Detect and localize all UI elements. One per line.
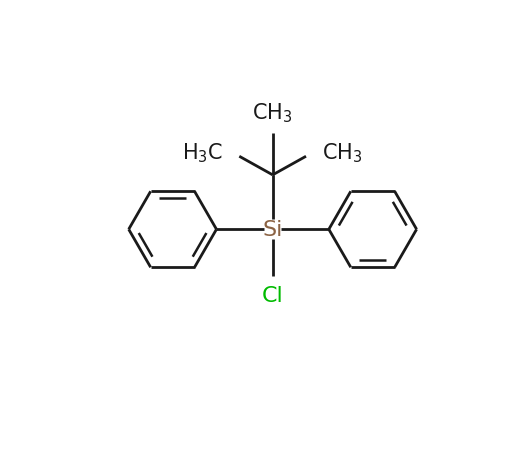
- Text: Cl: Cl: [262, 286, 284, 306]
- Text: CH$_3$: CH$_3$: [322, 141, 362, 164]
- Text: CH$_3$: CH$_3$: [252, 101, 293, 125]
- Text: Si: Si: [262, 220, 283, 240]
- Text: H$_3$C: H$_3$C: [182, 141, 223, 164]
